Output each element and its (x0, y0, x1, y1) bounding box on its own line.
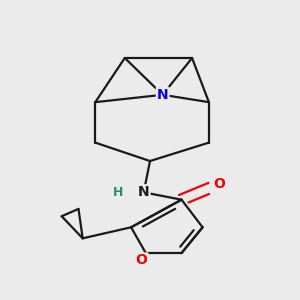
Text: N: N (157, 88, 168, 102)
Text: N: N (138, 185, 149, 199)
Text: O: O (214, 177, 225, 191)
Text: H: H (113, 186, 124, 199)
Text: O: O (136, 254, 148, 267)
